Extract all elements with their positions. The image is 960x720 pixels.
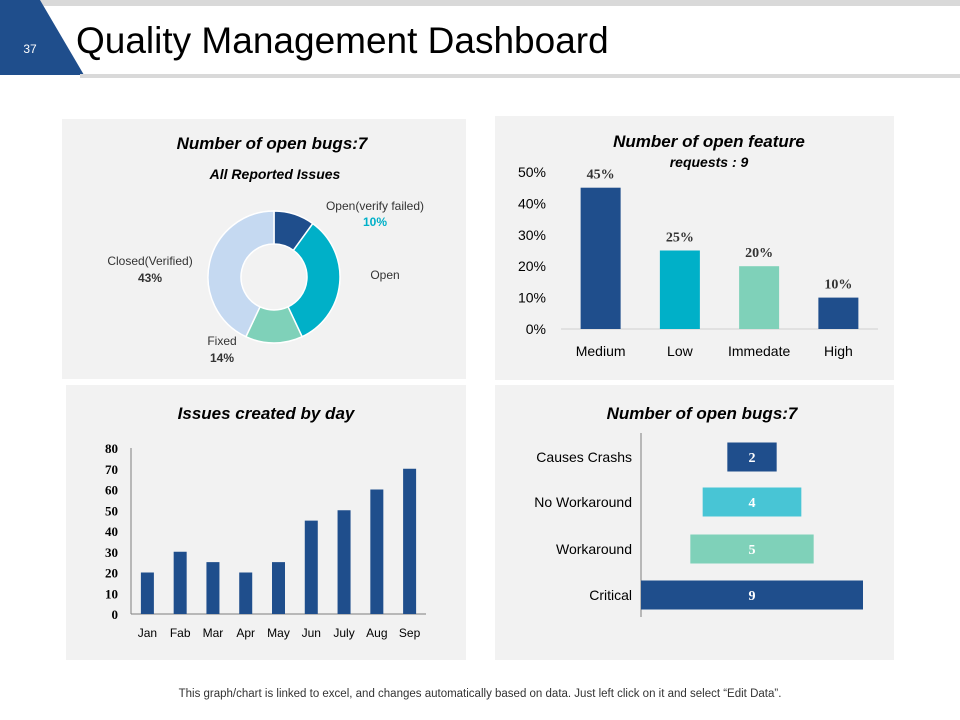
data-label: 25% bbox=[666, 231, 694, 246]
slice-label-open-verify-failed: Open(verify failed) bbox=[326, 199, 424, 213]
slice-value-fixed: 14% bbox=[210, 351, 234, 365]
y-tick-label: No Workaround bbox=[534, 494, 632, 510]
bar-apr bbox=[239, 572, 253, 614]
panel-feature-requests: Number of open feature requests : 9 0% 10… bbox=[495, 116, 894, 380]
y-tick-label: 50% bbox=[518, 164, 546, 180]
y-tick-label: 20 bbox=[105, 566, 118, 581]
data-label: 2 bbox=[749, 451, 756, 466]
bar-critical bbox=[641, 580, 863, 610]
y-tick-label: 20% bbox=[518, 258, 546, 274]
y-tick-label: Critical bbox=[589, 587, 632, 603]
bar-jun bbox=[304, 520, 318, 614]
title-underline bbox=[80, 74, 960, 78]
bar-no-workaround bbox=[702, 487, 802, 517]
x-tick-label: Low bbox=[667, 343, 694, 359]
top-divider bbox=[0, 0, 960, 6]
slice-value-closed-verified: 43% bbox=[138, 271, 162, 285]
y-tick-label: Workaround bbox=[556, 541, 632, 557]
bar-low bbox=[659, 250, 700, 329]
donut-slice-closed-verified bbox=[207, 210, 275, 338]
y-tick-label: 40% bbox=[518, 195, 546, 211]
x-tick-label: July bbox=[333, 626, 354, 640]
data-label: 4 bbox=[749, 496, 756, 511]
y-tick-label: 0 bbox=[112, 607, 119, 622]
y-tick-label: 70 bbox=[105, 462, 118, 477]
panel-open-bugs-horizontal: Number of open bugs:7 2 Causes Crashs 4 No … bbox=[495, 385, 894, 660]
page-title: Quality Management Dashboard bbox=[76, 20, 609, 61]
y-tick-label: Causes Crashs bbox=[536, 449, 632, 465]
x-tick-label: Jun bbox=[302, 626, 321, 640]
slice-label-open: Open bbox=[370, 268, 399, 282]
x-tick-label: May bbox=[267, 626, 290, 640]
y-tick-label: 10 bbox=[105, 586, 118, 601]
y-tick-label: 30% bbox=[518, 227, 546, 243]
x-tick-label: Mar bbox=[203, 626, 224, 640]
slice-value-open-verify-failed: 10% bbox=[363, 215, 387, 229]
slice-label-closed-verified: Closed(Verified) bbox=[107, 254, 192, 268]
panel-issues-by-day: Issues created by day 0 10 20 30 40 50 60 70 80 … bbox=[66, 385, 466, 660]
y-tick-label: 60 bbox=[105, 483, 118, 498]
data-label: 9 bbox=[749, 589, 756, 604]
bar-causes-crashs bbox=[727, 442, 777, 472]
bar-medium bbox=[580, 187, 621, 329]
x-tick-label: Aug bbox=[366, 626, 387, 640]
x-tick-label: Immedate bbox=[728, 343, 790, 359]
issues-by-day-chart: Issues created by day 01020304050607080 … bbox=[105, 404, 426, 640]
x-tick-label: Apr bbox=[236, 626, 255, 640]
chart-title: Issues created by day bbox=[178, 404, 356, 423]
chart-subtitle: All Reported Issues bbox=[209, 166, 341, 182]
slide-number-badge bbox=[0, 0, 84, 75]
bar-workaround bbox=[690, 534, 814, 564]
footer-note: This graph/chart is linked to excel, and… bbox=[178, 688, 782, 700]
x-tick-label: Jan bbox=[138, 626, 157, 640]
chart-title: Number of open bugs:7 bbox=[607, 404, 799, 423]
bar-may bbox=[272, 562, 285, 614]
bar-jan bbox=[140, 572, 154, 614]
y-tick-label: 10% bbox=[518, 290, 546, 306]
x-tick-label: Medium bbox=[576, 343, 626, 359]
chart-title: Number of open feature bbox=[613, 132, 805, 151]
slice-label-fixed: Fixed bbox=[207, 334, 236, 348]
bar-july bbox=[337, 510, 351, 614]
y-tick-label: 30 bbox=[105, 545, 118, 560]
feature-requests-chart: Number of open feature requests : 9 0% 10… bbox=[518, 132, 878, 359]
x-tick-label: High bbox=[824, 343, 853, 359]
y-tick-label: 40 bbox=[105, 524, 118, 539]
y-tick-label: 50 bbox=[105, 503, 118, 518]
open-bugs-horizontal-chart: Number of open bugs:7 2 Causes Crashs 4 No … bbox=[534, 404, 863, 617]
slide-number: 37 bbox=[23, 42, 37, 56]
bar-fab bbox=[173, 551, 187, 614]
chart-subtitle: requests : 9 bbox=[670, 154, 749, 170]
data-label: 20% bbox=[745, 246, 773, 261]
bar-sep bbox=[403, 468, 417, 614]
data-label: 5 bbox=[749, 543, 756, 558]
y-tick-label: 80 bbox=[105, 441, 118, 456]
donut-chart: Number of open bugs:7 All Reported Issue… bbox=[107, 134, 424, 365]
data-label: 10% bbox=[824, 278, 852, 293]
bar-high bbox=[818, 297, 859, 329]
bar-aug bbox=[370, 489, 384, 614]
data-label: 45% bbox=[587, 168, 615, 183]
y-tick-label: 0% bbox=[526, 321, 546, 337]
x-tick-label: Sep bbox=[399, 626, 421, 640]
donut-slice-open bbox=[287, 222, 341, 338]
bar-mar bbox=[206, 562, 220, 614]
chart-title: Number of open bugs:7 bbox=[177, 134, 369, 153]
bar-immedate bbox=[739, 266, 780, 329]
panel-open-bugs-donut: Number of open bugs:7 All Reported Issue… bbox=[62, 119, 466, 379]
x-tick-label: Fab bbox=[170, 626, 191, 640]
